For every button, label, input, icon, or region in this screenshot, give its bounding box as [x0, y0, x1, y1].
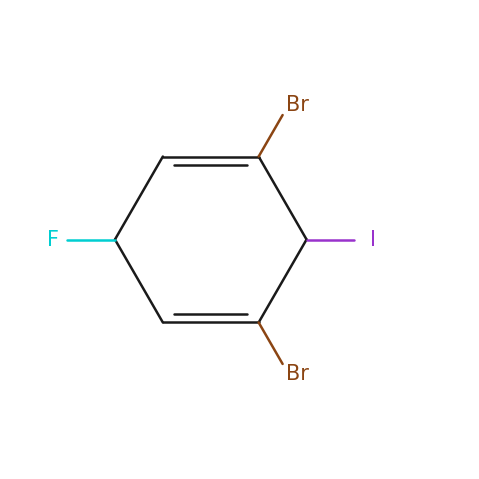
Text: Br: Br: [285, 95, 308, 115]
Text: I: I: [370, 229, 376, 250]
Text: F: F: [46, 229, 59, 250]
Text: Br: Br: [285, 364, 308, 384]
